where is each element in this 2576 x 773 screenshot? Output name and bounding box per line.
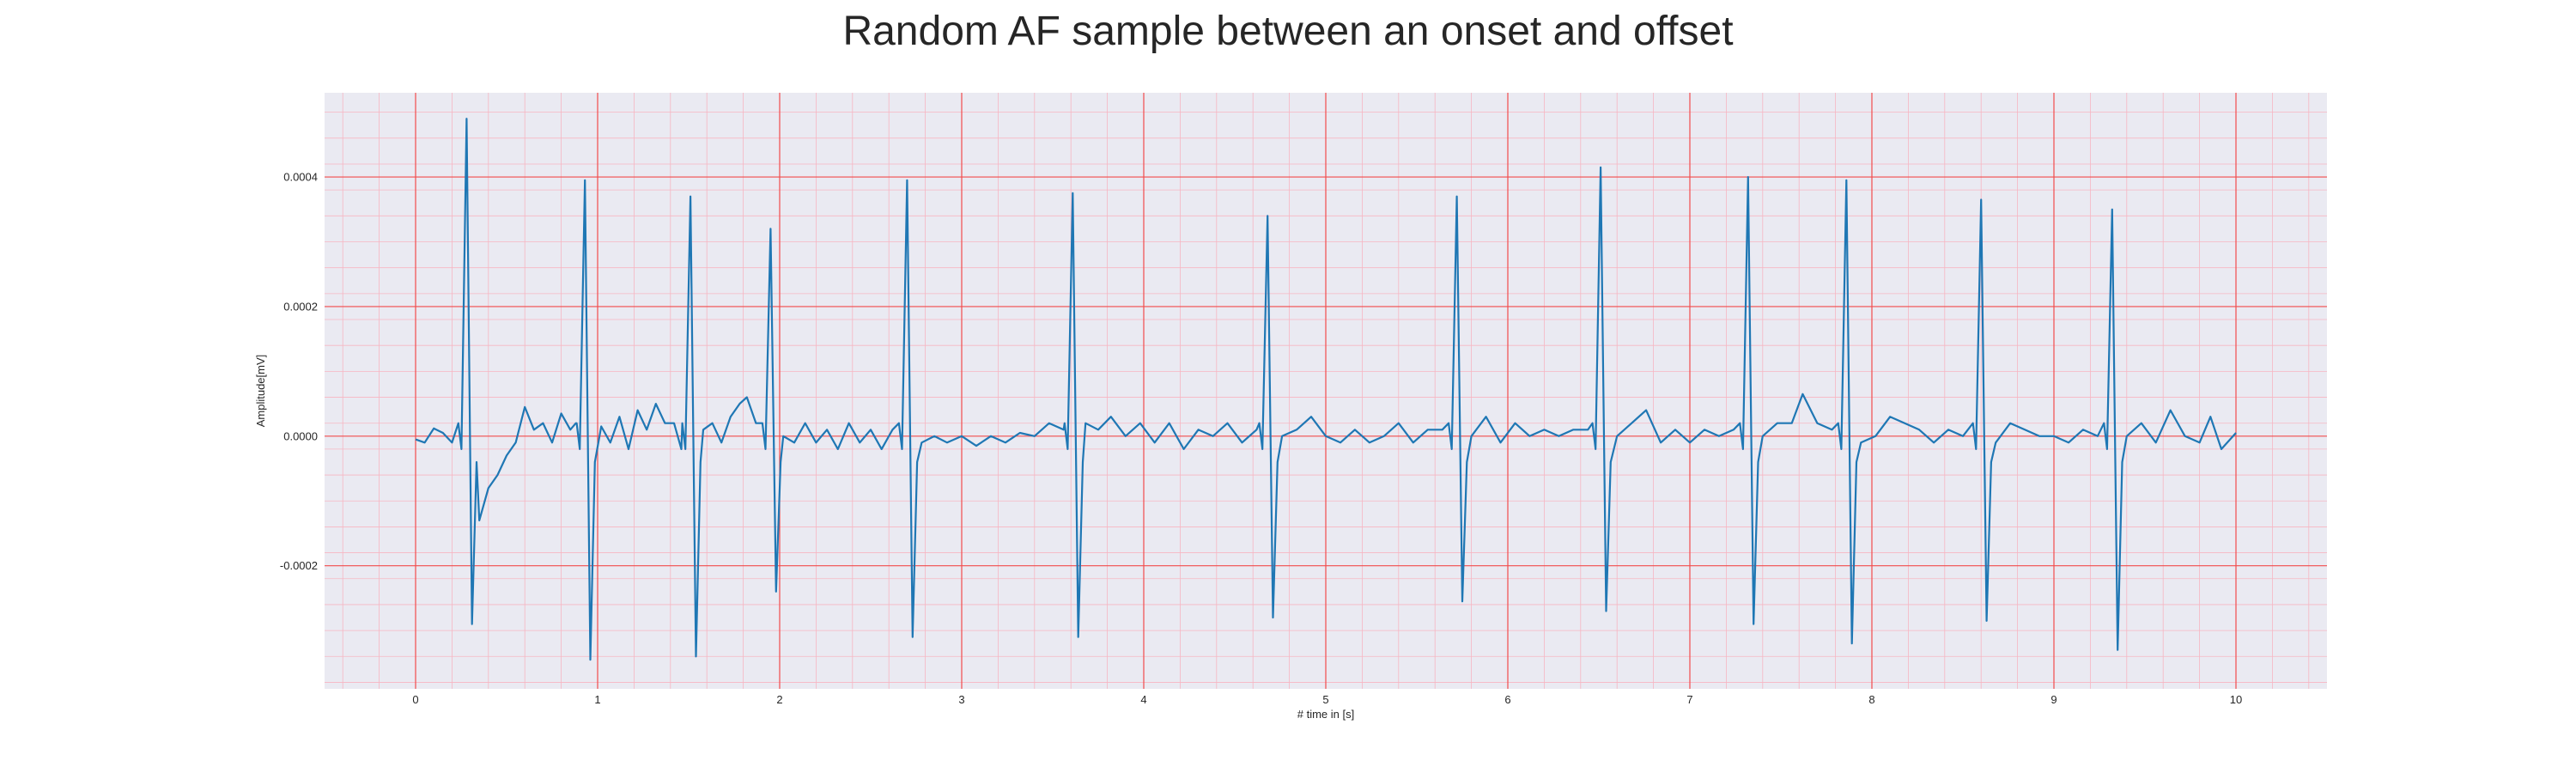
y-tick-label: 0.0002 <box>283 300 318 313</box>
ecg-series-line-0 <box>415 118 2237 661</box>
x-tick-label: 7 <box>1686 693 1692 706</box>
x-tick-label: 2 <box>776 693 782 706</box>
x-tick-label: 6 <box>1504 693 1510 706</box>
y-tick-label: -0.0002 <box>280 559 318 572</box>
x-tick-label: 4 <box>1140 693 1146 706</box>
x-tick-label: 0 <box>412 693 418 706</box>
x-tick-label: 3 <box>958 693 964 706</box>
y-axis-label: Amplitude[mV] <box>254 355 267 428</box>
x-axis-ticks: 0 1 2 3 4 5 6 7 8 9 10 <box>412 693 2242 706</box>
y-tick-label: 0.0000 <box>283 429 318 442</box>
x-tick-label: 1 <box>594 693 600 706</box>
y-axis-ticks: 0.0004 0.0002 0.0000 -0.0002 <box>280 171 318 573</box>
chart-title: Random AF sample between an onset and of… <box>842 9 1733 54</box>
x-tick-label: 5 <box>1322 693 1328 706</box>
y-tick-label: 0.0004 <box>283 171 318 184</box>
x-axis-label: # time in [s] <box>1297 708 1354 721</box>
series-layer <box>415 118 2237 661</box>
x-tick-label: 10 <box>2230 693 2242 706</box>
x-tick-label: 9 <box>2050 693 2057 706</box>
x-tick-label: 8 <box>1868 693 1874 706</box>
